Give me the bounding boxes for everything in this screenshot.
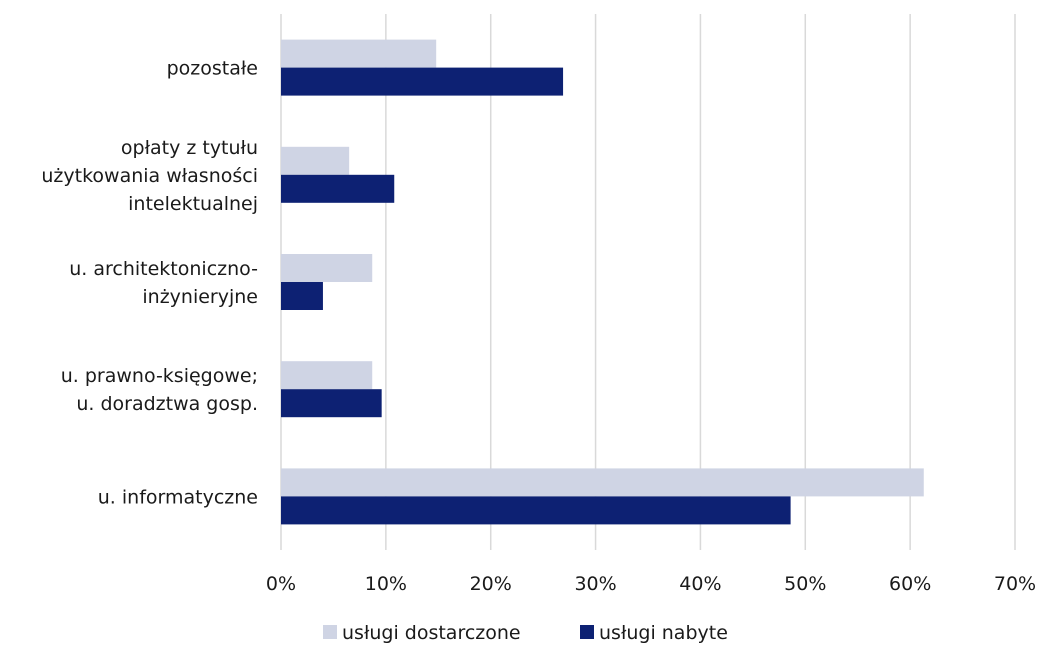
category-labels: pozostałe opłaty z tytułu użytkowania włas… (41, 58, 258, 509)
x-tick-label: 50% (784, 573, 826, 595)
bar (281, 254, 373, 282)
category-label: pozostałe (167, 58, 258, 80)
legend-swatch (323, 625, 337, 639)
legend: usługi dostarczone usługi nabyte (323, 622, 728, 644)
bars (281, 39, 924, 525)
bar (281, 282, 323, 310)
category-label-line: u. prawno-księgowe; (61, 365, 258, 387)
x-tick-label: 10% (365, 573, 407, 595)
x-tick-label: 0% (266, 573, 296, 595)
legend-label: usługi nabyte (599, 622, 728, 644)
x-tick-labels: 0% 10% 20% 30% 40% 50% 60% 70% (266, 573, 1036, 595)
bar (281, 496, 791, 525)
category-label-line: u. informatyczne (98, 486, 258, 508)
category-label-line: intelektualnej (128, 193, 258, 215)
x-tick-label: 30% (574, 573, 616, 595)
category-label: u. prawno-księgowe; u. doradztwa gosp. (61, 365, 258, 415)
category-label-line: pozostałe (167, 58, 258, 80)
bar (281, 361, 373, 390)
bar (281, 67, 564, 96)
gridlines (280, 14, 1016, 550)
category-label: u. architektoniczno-inżynieryjne (69, 258, 258, 308)
x-tick-label: 70% (994, 573, 1036, 595)
category-label-line: użytkowania własności (41, 165, 258, 187)
x-tick-label: 40% (679, 573, 721, 595)
bar (281, 146, 350, 175)
bar (281, 389, 382, 418)
category-label: opłaty z tytułu użytkowania własności inte… (41, 137, 258, 215)
category-label-line: u. architektoniczno- (69, 258, 258, 280)
category-label-line: opłaty z tytułu (121, 137, 258, 159)
x-tick-label: 20% (470, 573, 512, 595)
bar (281, 468, 924, 497)
x-tick-label: 60% (889, 573, 931, 595)
category-label-line: u. doradztwa gosp. (76, 393, 258, 415)
legend-label: usługi dostarczone (342, 622, 521, 644)
category-label-line: inżynieryjne (142, 286, 258, 308)
bar (281, 174, 395, 203)
legend-swatch (580, 625, 594, 639)
category-label: u. informatyczne (98, 486, 258, 508)
bar (281, 39, 437, 68)
